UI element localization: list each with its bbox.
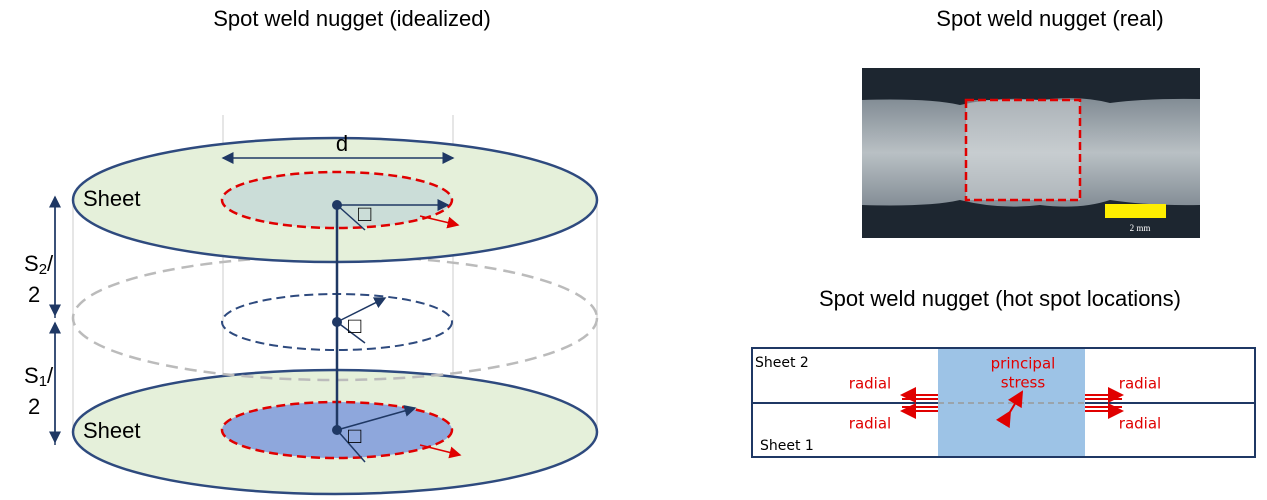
subscript: 2 (39, 261, 47, 278)
principal-label: stress (1001, 374, 1046, 392)
angle-glyph: □ (348, 313, 361, 338)
diameter-label: d (336, 131, 348, 156)
s-symbol: S (24, 251, 39, 276)
title: Spot weld nugget (idealized) (213, 6, 491, 31)
s2-label: S2/ (24, 251, 54, 278)
sheet-label: Sheet 2 (755, 355, 809, 371)
title: Spot weld nugget (hot spot locations) (819, 286, 1181, 311)
s1-denominator: 2 (28, 394, 40, 419)
scale-bar-label: 2 mm (1130, 223, 1151, 233)
sheet-label: Sheet (83, 418, 141, 443)
s-symbol: S (24, 363, 39, 388)
radial-label: radial (849, 375, 891, 393)
micrograph (862, 68, 1200, 238)
subscript: 1 (39, 373, 47, 390)
s1-label: S1/ (24, 363, 54, 390)
angle-glyph: □ (358, 201, 371, 226)
radial-label: radial (849, 415, 891, 433)
radial-label: radial (1119, 375, 1161, 393)
s2-denominator: 2 (28, 282, 40, 307)
slash: / (47, 363, 54, 388)
principal-label: principal (991, 355, 1056, 373)
slash: / (47, 251, 54, 276)
sheet-label: Sheet (83, 186, 141, 211)
sheet-label: Sheet 1 (760, 438, 814, 454)
radial-label: radial (1119, 415, 1161, 433)
title: Spot weld nugget (real) (936, 6, 1163, 31)
diagram: Spot weld nugget (idealized) Spot weld n… (0, 0, 1267, 500)
angle-glyph: □ (348, 423, 361, 448)
